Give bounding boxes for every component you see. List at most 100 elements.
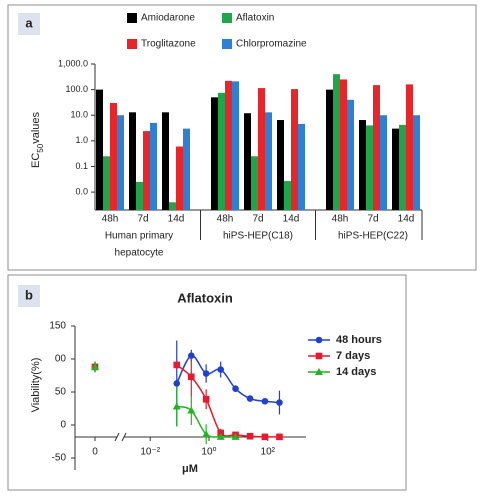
group-label: hiPS-HEP(C18) <box>223 231 293 242</box>
y-tick-label: 50 <box>55 387 67 398</box>
panel-b-frame <box>7 274 407 491</box>
y-tick-label: 0.1 <box>75 161 88 171</box>
y-tick-label: 0 <box>60 420 66 431</box>
data-point <box>216 432 225 440</box>
data-point <box>261 433 269 441</box>
bar <box>162 112 169 210</box>
y-label-part: EC <box>30 153 42 168</box>
x-tick-label: 14d <box>283 214 300 225</box>
bar <box>258 88 265 210</box>
data-point <box>173 380 181 387</box>
group-label: Human primary <box>105 231 173 242</box>
legend-swatch <box>127 13 137 23</box>
y-tick-label: 0.0 <box>75 186 88 196</box>
bar <box>110 103 117 210</box>
bar <box>218 92 225 210</box>
axis-break <box>114 432 120 442</box>
bar <box>392 128 399 210</box>
x-tick-label: 14d <box>168 214 185 225</box>
bar <box>96 89 103 210</box>
data-point <box>173 361 181 369</box>
y-tick-label: 00 <box>55 354 67 365</box>
bar <box>333 74 340 210</box>
bar <box>183 128 190 210</box>
bar <box>103 156 110 210</box>
data-point <box>261 397 269 405</box>
bar <box>150 122 157 210</box>
x-tick-label: 10² <box>261 447 276 458</box>
y-tick-label: 10.0 <box>70 110 88 120</box>
x-tick-label: 7d <box>252 214 263 225</box>
data-point <box>217 366 224 373</box>
bar <box>169 202 176 210</box>
bar <box>399 124 406 210</box>
legend-marker <box>315 352 323 360</box>
data-point <box>202 370 210 377</box>
y-tick-label: 1,000.0 <box>58 58 88 68</box>
bar <box>340 79 347 210</box>
bar <box>251 156 258 210</box>
bar <box>117 115 124 210</box>
legend-label: 7 days <box>336 350 370 362</box>
bar <box>143 131 150 210</box>
bar <box>129 112 136 210</box>
panel-tag: a <box>25 15 33 30</box>
bar <box>176 146 183 210</box>
bar <box>265 112 272 210</box>
x-tick-label: 48h <box>102 214 119 225</box>
bar <box>284 181 291 210</box>
legend-swatch <box>222 39 232 49</box>
legend-marker <box>315 368 323 375</box>
bar <box>211 97 218 210</box>
data-point <box>231 432 240 440</box>
bar <box>366 125 373 210</box>
legend-marker <box>315 336 323 344</box>
group-label: hepatocyte <box>115 248 164 259</box>
x-tick-label: 7d <box>367 214 378 225</box>
chart-title: Aflatoxin <box>177 290 233 305</box>
y-tick-label: 150 <box>49 321 66 332</box>
axis-break <box>121 432 127 442</box>
data-point <box>202 395 210 403</box>
x-tick-label: 10⁻² <box>140 447 160 458</box>
data-point <box>187 373 195 381</box>
x-tick-label: 48h <box>332 214 349 225</box>
bar <box>413 115 420 210</box>
legend-label: Chlorpromazine <box>236 39 307 50</box>
bar <box>359 120 366 210</box>
data-point <box>172 402 181 410</box>
bar <box>326 89 333 210</box>
data-point <box>187 352 195 360</box>
panel-tag-box <box>18 13 40 35</box>
data-point <box>276 399 283 406</box>
y-tick-label: -50 <box>52 453 67 464</box>
data-point <box>232 385 239 393</box>
y-label-part: values <box>30 112 42 144</box>
legend-swatch <box>222 13 232 23</box>
data-point <box>202 430 211 438</box>
bar <box>291 89 298 210</box>
x-tick-label: 7d <box>137 214 148 225</box>
bar <box>406 84 413 210</box>
legend-label: Troglitazone <box>141 39 196 50</box>
bar <box>225 80 232 210</box>
panel-tag-box <box>18 285 40 307</box>
bar <box>298 123 305 210</box>
legend-label: 48 hours <box>336 334 382 346</box>
y-label-sub: 50 <box>36 143 45 152</box>
data-point <box>246 395 254 402</box>
data-point <box>276 433 283 441</box>
data-point <box>187 406 196 414</box>
legend-label: Amiodarone <box>141 13 195 24</box>
bar <box>232 81 239 211</box>
x-axis-label: μM <box>182 463 198 475</box>
y-axis-label: EC50values <box>30 112 45 168</box>
bar <box>373 85 380 210</box>
bar <box>380 115 387 210</box>
y-axis-label: Viability(%) <box>30 358 42 413</box>
bar <box>136 181 143 210</box>
legend-label: Aflatoxin <box>236 13 274 24</box>
bar <box>347 99 354 210</box>
